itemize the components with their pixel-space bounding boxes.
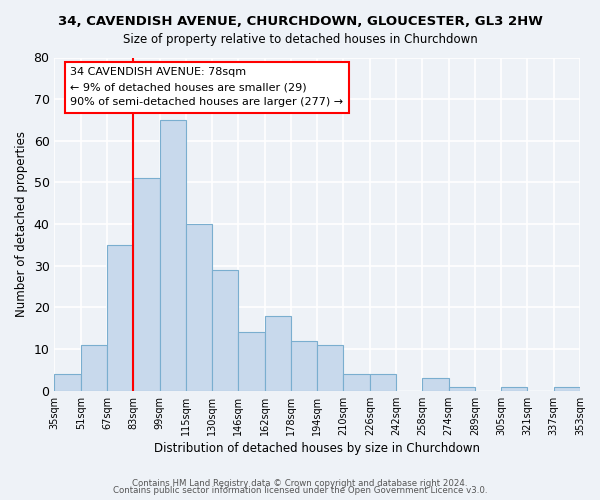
Text: 34 CAVENDISH AVENUE: 78sqm
← 9% of detached houses are smaller (29)
90% of semi-: 34 CAVENDISH AVENUE: 78sqm ← 9% of detac… (70, 68, 343, 107)
Bar (107, 245, 133, 391)
Bar (554, 386, 580, 391)
Bar (265, 316, 291, 391)
Bar (370, 374, 396, 391)
Bar (212, 270, 238, 391)
Bar (291, 341, 317, 391)
Bar (160, 120, 186, 391)
Text: 34, CAVENDISH AVENUE, CHURCHDOWN, GLOUCESTER, GL3 2HW: 34, CAVENDISH AVENUE, CHURCHDOWN, GLOUCE… (58, 15, 542, 28)
Bar (422, 378, 449, 391)
Bar (501, 386, 527, 391)
Bar (133, 178, 160, 391)
Bar (317, 345, 343, 391)
Bar (80, 345, 107, 391)
Text: Contains public sector information licensed under the Open Government Licence v3: Contains public sector information licen… (113, 486, 487, 495)
Bar (449, 386, 475, 391)
Text: Size of property relative to detached houses in Churchdown: Size of property relative to detached ho… (122, 32, 478, 46)
Bar (186, 224, 212, 391)
Y-axis label: Number of detached properties: Number of detached properties (15, 131, 28, 317)
Bar (55, 374, 80, 391)
Bar (238, 332, 265, 391)
Text: Contains HM Land Registry data © Crown copyright and database right 2024.: Contains HM Land Registry data © Crown c… (132, 478, 468, 488)
Bar (343, 374, 370, 391)
X-axis label: Distribution of detached houses by size in Churchdown: Distribution of detached houses by size … (154, 442, 480, 455)
